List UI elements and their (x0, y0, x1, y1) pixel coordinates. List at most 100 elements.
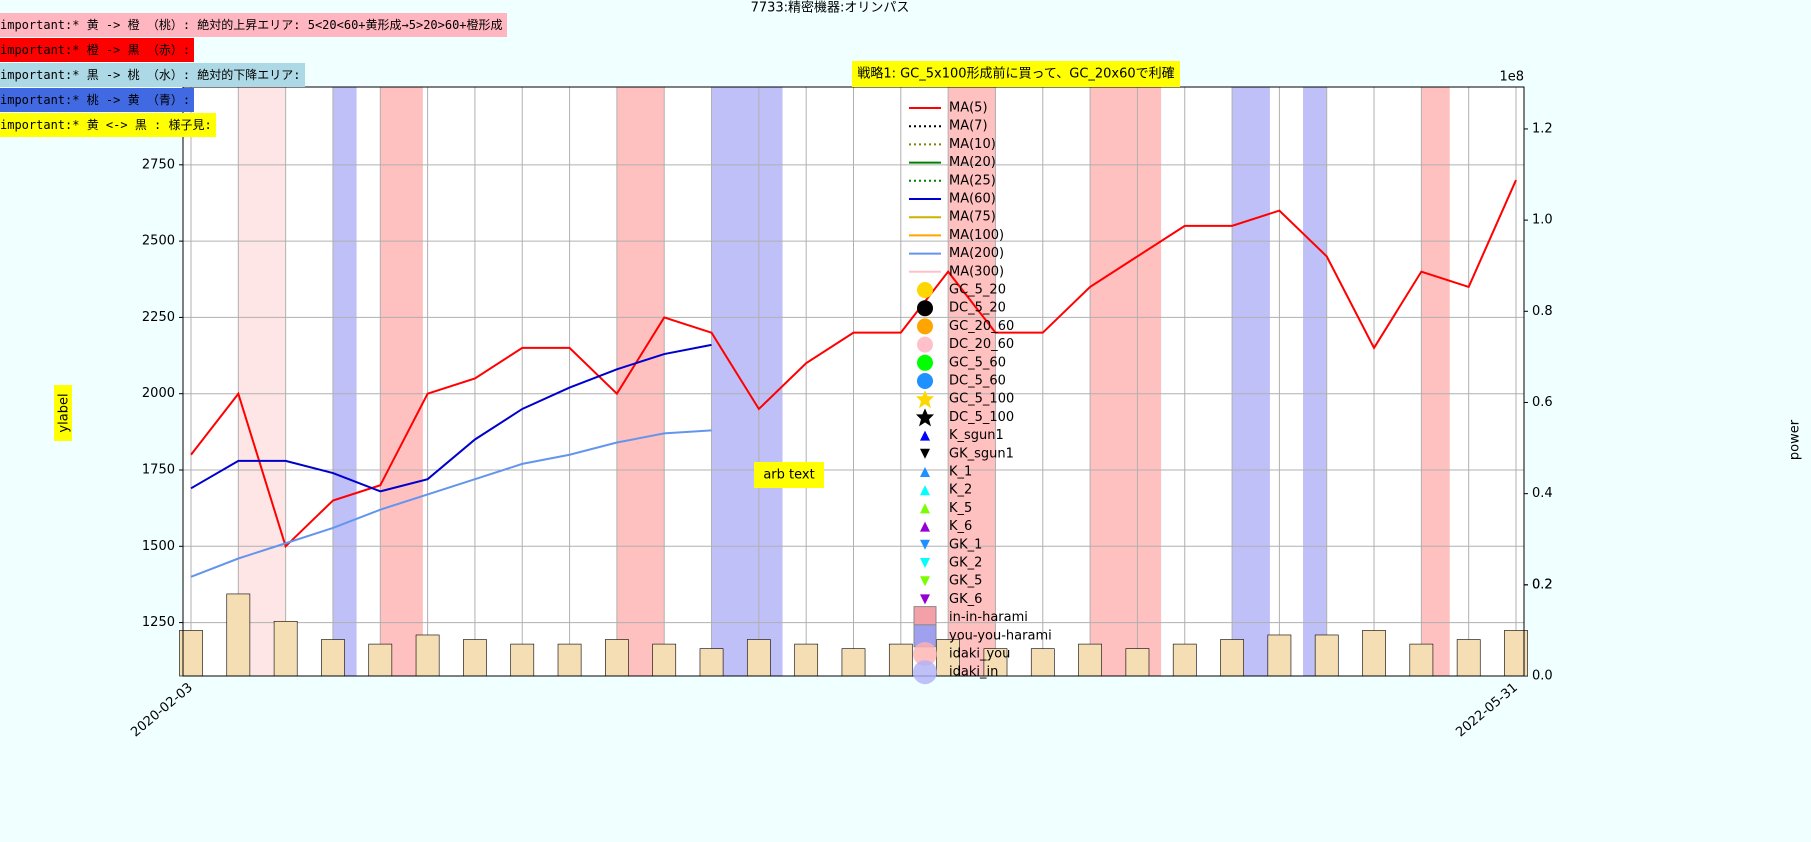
legend-label: GK_1 (949, 537, 982, 552)
price-line (190, 343, 712, 493)
volume-bar (841, 648, 866, 677)
legend-label: MA(75) (949, 210, 996, 225)
volume-bar (557, 643, 582, 677)
x-tick-label: 2022-05-31 (1453, 680, 1521, 740)
legend-label: MA(7) (949, 119, 988, 134)
annotation: important:* 桃 -> 黄 （青）: (0, 88, 195, 112)
y-tick-label: 2750 (142, 157, 175, 172)
y-tick-label: 1250 (142, 615, 175, 630)
volume-bar (1409, 643, 1434, 677)
legend-label: MA(200) (949, 246, 1004, 261)
volume-bar (415, 634, 440, 677)
legend-swatch (917, 373, 933, 389)
legend-label: idaki_you (949, 647, 1010, 662)
note-text: arb text (763, 468, 814, 483)
note-box (754, 462, 824, 488)
price-line (190, 179, 1517, 549)
legend-label: MA(100) (949, 228, 1004, 243)
volume-bar (510, 643, 535, 677)
legend-swatch (920, 539, 930, 550)
legend-swatch (920, 503, 930, 514)
legend: MA(5) MA(7) MA(10) MA(20) MA(25) MA(60) MA(75)… (909, 101, 1052, 685)
legend-label: DC_5_60 (949, 374, 1006, 389)
legend-label: GC_5_60 (949, 355, 1006, 370)
volume-bar (746, 639, 771, 677)
volume-bar (1456, 639, 1481, 677)
volume-bar (888, 643, 913, 677)
shaded-region (332, 87, 357, 676)
legend-label: MA(300) (949, 264, 1004, 279)
legend-label: GC_5_100 (949, 392, 1014, 407)
legend-label: you-you-harami (949, 628, 1052, 643)
legend-label: MA(25) (949, 173, 996, 188)
y2-tick-label: 0.6 (1532, 395, 1553, 410)
annotation: important:* 黒 -> 桃 （水）: 絶対的下降エリア: (0, 63, 305, 87)
shaded-region (380, 87, 423, 676)
legend-label: MA(10) (949, 137, 996, 152)
volume-bar (1078, 643, 1102, 677)
volume-bar (1220, 639, 1244, 677)
volume-bar (794, 643, 819, 677)
legend-label: GC_5_20 (949, 283, 1006, 298)
legend-swatch (916, 390, 934, 409)
legend-swatch (917, 318, 933, 335)
legend-swatch (913, 660, 937, 685)
chart-title: 7733:精密機器:オリンパス (751, 0, 910, 16)
legend-swatch (920, 521, 930, 532)
legend-swatch (917, 300, 933, 317)
legend-label: GK_sgun1 (949, 446, 1014, 461)
shaded-region (1232, 87, 1270, 676)
legend-label: in-in-harami (949, 610, 1028, 625)
legend-label: DC_5_20 (949, 301, 1006, 316)
volume-bar (321, 639, 345, 677)
y2-offset: 1e8 (1499, 70, 1524, 85)
volume-bar (1314, 634, 1339, 677)
y2-tick-label: 1.2 (1532, 121, 1553, 136)
strategy-text: 戦略1: GC_5x100形成前に買って、GC_20x60で利確 (857, 66, 1174, 82)
volume-bar (463, 639, 487, 677)
legend-label: GK_6 (949, 592, 982, 607)
legend-label: K_2 (949, 483, 972, 498)
legend-swatch (920, 430, 930, 441)
volume-bar (652, 643, 677, 677)
shaded-region (1421, 87, 1450, 676)
legend-label: GK_2 (949, 556, 982, 571)
volume-bar (1125, 648, 1150, 677)
y-tick-label: 2500 (142, 234, 175, 249)
y2-tick-label: 0.8 (1532, 304, 1553, 319)
legend-swatch (917, 336, 933, 353)
y-tick-label: 1750 (142, 463, 175, 478)
volume-bar (273, 620, 298, 677)
legend-swatch (920, 594, 930, 605)
volume-bar (1172, 643, 1197, 677)
y2-tick-label: 0.0 (1532, 669, 1553, 684)
shaded-region (238, 87, 286, 676)
y-tick-label: 2250 (142, 310, 175, 325)
legend-label: K_sgun1 (949, 428, 1004, 443)
legend-swatch (916, 408, 934, 427)
legend-swatch (917, 282, 933, 298)
shaded-region (1303, 87, 1327, 676)
y2-tick-label: 0.2 (1532, 577, 1553, 592)
legend-label: MA(5) (949, 101, 988, 116)
price-line (190, 429, 712, 578)
legend-label: MA(60) (949, 192, 996, 207)
legend-swatch (920, 485, 930, 496)
legend-swatch (920, 467, 930, 477)
volume-bar (226, 593, 251, 677)
legend-label: GK_5 (949, 574, 982, 589)
legend-swatch (920, 558, 930, 568)
legend-swatch (920, 448, 930, 459)
y-tick-label: 1500 (142, 539, 175, 554)
legend-label: K_5 (949, 501, 972, 516)
legend-label: DC_20_60 (949, 337, 1014, 352)
shaded-region (948, 87, 996, 676)
legend-label: MA(20) (949, 155, 996, 170)
y2-tick-label: 0.2 (1532, 577, 1553, 592)
legend-label: K_6 (949, 519, 972, 534)
ylabel-box (54, 385, 72, 441)
legend-label: DC_5_100 (949, 410, 1014, 425)
volume-bar (699, 648, 724, 677)
